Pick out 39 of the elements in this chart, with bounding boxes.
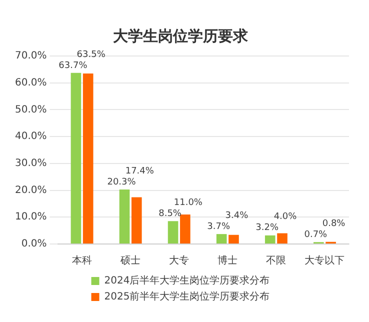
x-tick-label: 博士 [218, 254, 238, 267]
y-tick-label: 30.0% [14, 158, 47, 170]
y-tick-label: 40.0% [14, 131, 47, 142]
y-tick-label: 50.0% [14, 104, 47, 116]
data-label: 3.4% [225, 210, 249, 221]
bar [82, 73, 94, 244]
y-tick-label: 60.0% [14, 77, 47, 88]
bar [180, 214, 190, 244]
x-tick-label: 大专以下 [304, 254, 345, 267]
y-tick-label: 70.0% [14, 50, 47, 62]
bar [168, 221, 178, 244]
bar [131, 197, 142, 244]
y-tick-label: 20.0% [14, 184, 47, 196]
y-tick-label: 10.0% [14, 212, 47, 223]
bar [264, 235, 276, 244]
data-label: 4.0% [274, 212, 298, 222]
data-label: 63.7% [58, 60, 88, 71]
x-tick-label: 本科 [72, 254, 92, 267]
data-label: 0.7% [304, 230, 328, 240]
chart-title: 大学生岗位学历要求 [113, 26, 249, 45]
bar [277, 233, 288, 244]
data-label: 3.2% [256, 223, 279, 234]
y-tick-label: 0.0% [21, 238, 47, 250]
data-label: 3.7% [207, 222, 230, 232]
x-tick-label: 硕士 [120, 254, 141, 267]
bar [119, 189, 130, 244]
data-label: 17.4% [125, 166, 154, 176]
bar [228, 234, 239, 244]
legend-label: 2024后半年大学生岗位学历要求分布 [104, 274, 270, 287]
x-tick-label: 不限 [266, 256, 286, 267]
data-label: 8.5% [158, 209, 182, 220]
x-tick-label: 大专 [169, 254, 190, 267]
data-label: 63.5% [76, 50, 106, 60]
data-label: 0.8% [322, 218, 346, 229]
bar [70, 72, 82, 244]
data-label: 11.0% [174, 198, 203, 208]
bar [216, 234, 227, 244]
data-label: 20.3% [107, 177, 136, 188]
legend-label: 2025前半年大学生岗位学历要求分布 [104, 290, 270, 303]
